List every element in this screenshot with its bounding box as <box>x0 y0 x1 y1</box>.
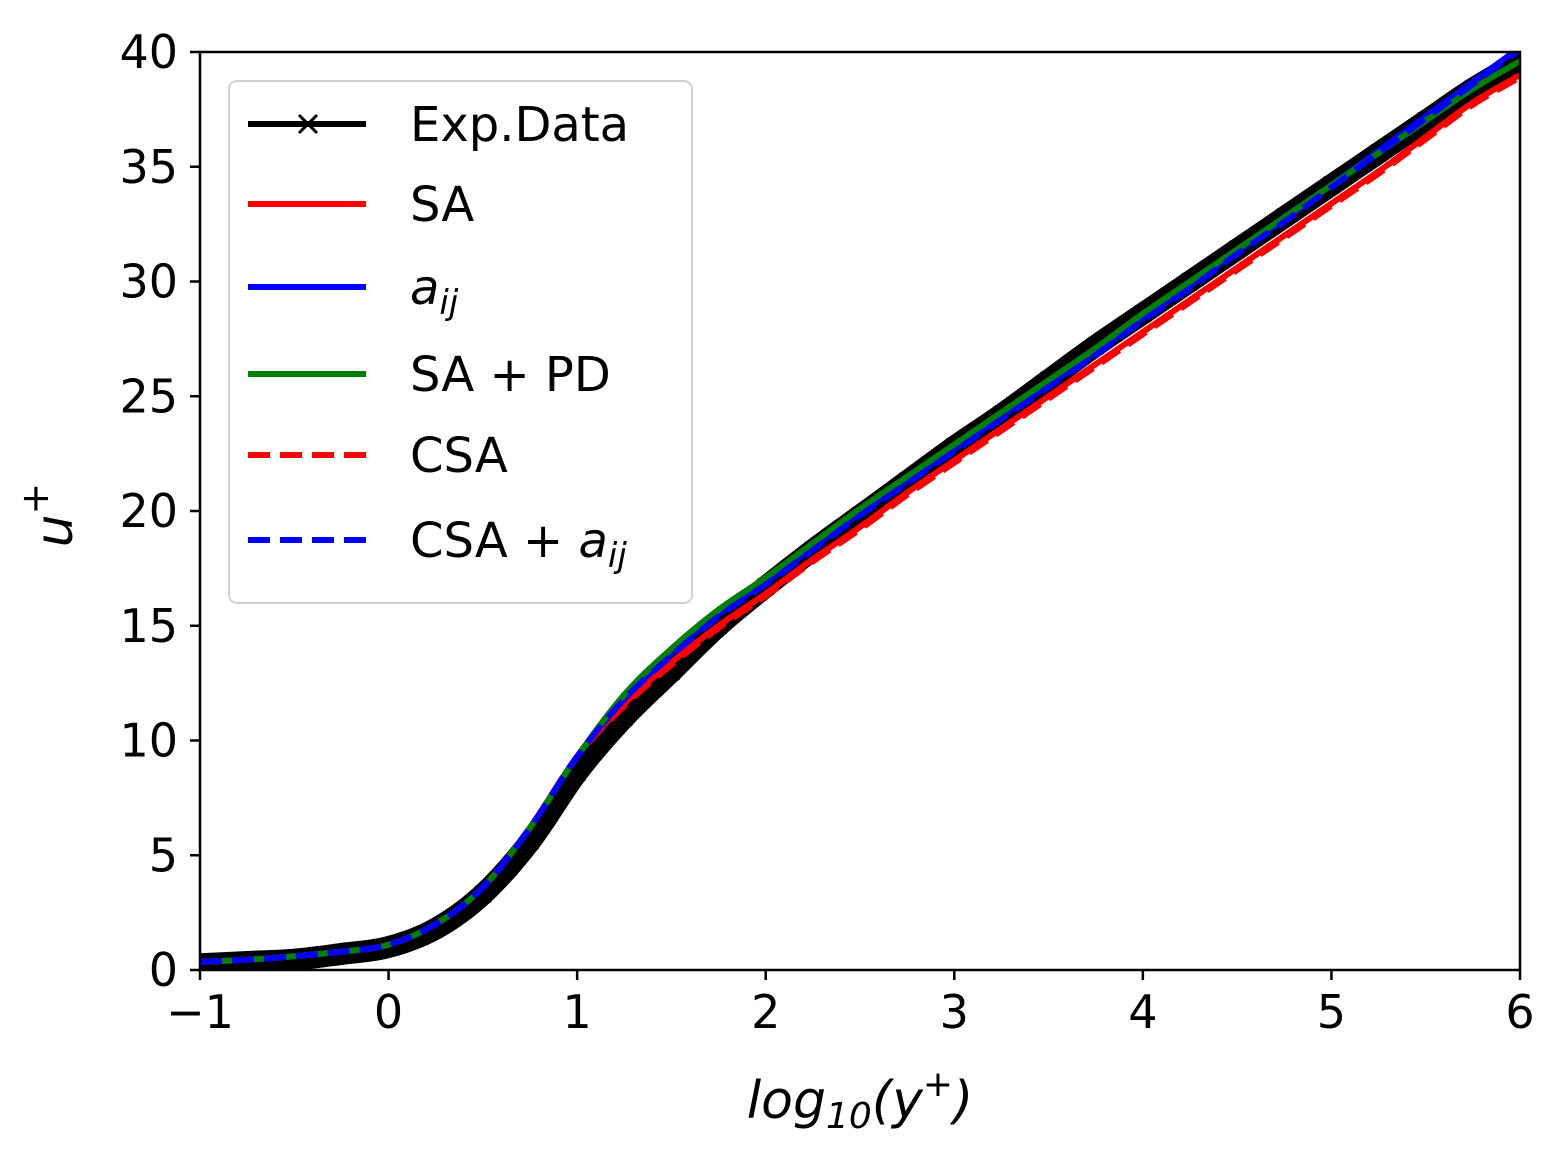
x-axis-label: log10(y+) <box>747 1064 974 1137</box>
y-tick-label: 35 <box>119 140 178 194</box>
y-tick-label: 10 <box>119 714 178 768</box>
series-line-csa-a-ij <box>200 52 1520 965</box>
legend-label: SA + PD <box>410 347 611 403</box>
x-tick-label: 5 <box>1317 985 1346 1039</box>
legend: Exp.Data SA aij SA + PD CSA CSA + aij <box>228 80 693 604</box>
x-tick-label: 4 <box>1128 985 1157 1039</box>
series-group <box>200 52 1520 970</box>
y-tick-label: 0 <box>149 943 178 997</box>
x-tick-label: 3 <box>940 985 969 1039</box>
legend-label: SA <box>410 177 474 233</box>
y-tick-label: 5 <box>149 828 178 882</box>
legend-label: CSA <box>410 428 508 484</box>
y-tick-label: 30 <box>119 255 178 309</box>
x-tick-label: −1 <box>166 985 234 1039</box>
y-axis-label: u+ <box>13 483 85 548</box>
legend-label: aij <box>410 260 459 323</box>
legend-label: Exp.Data <box>410 97 629 153</box>
legend-marker-icon <box>297 113 319 135</box>
legend-label: CSA + aij <box>410 513 627 576</box>
y-tick-label: 15 <box>119 599 178 653</box>
y-tick-label: 20 <box>119 484 178 538</box>
legend-box <box>228 80 693 604</box>
x-tick-label: 6 <box>1505 985 1534 1039</box>
y-tick-label: 40 <box>119 25 178 79</box>
x-tick-label: 0 <box>374 985 403 1039</box>
x-tick-label: 2 <box>751 985 780 1039</box>
x-tick-label: 1 <box>563 985 592 1039</box>
y-tick-label: 25 <box>119 369 178 423</box>
